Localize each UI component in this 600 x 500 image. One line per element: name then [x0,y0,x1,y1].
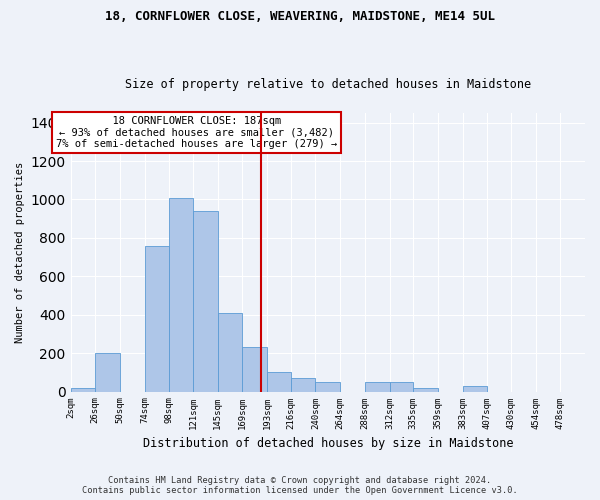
Text: Contains HM Land Registry data © Crown copyright and database right 2024.
Contai: Contains HM Land Registry data © Crown c… [82,476,518,495]
Bar [316,382,340,392]
Bar [389,382,413,392]
Bar [365,382,389,392]
Bar [267,372,291,392]
Bar [193,211,218,392]
Bar [218,313,242,392]
Bar [71,388,95,392]
Title: Size of property relative to detached houses in Maidstone: Size of property relative to detached ho… [125,78,531,91]
Bar [242,348,267,392]
Bar [145,246,169,392]
Text: 18, CORNFLOWER CLOSE, WEAVERING, MAIDSTONE, ME14 5UL: 18, CORNFLOWER CLOSE, WEAVERING, MAIDSTO… [105,10,495,23]
Bar [463,386,487,392]
Bar [169,198,193,392]
Bar [413,388,438,392]
Bar [291,378,316,392]
Bar [95,353,120,392]
X-axis label: Distribution of detached houses by size in Maidstone: Distribution of detached houses by size … [143,437,513,450]
Y-axis label: Number of detached properties: Number of detached properties [15,162,25,343]
Text: 18 CORNFLOWER CLOSE: 187sqm  
← 93% of detached houses are smaller (3,482)
7% of: 18 CORNFLOWER CLOSE: 187sqm ← 93% of det… [56,116,337,149]
